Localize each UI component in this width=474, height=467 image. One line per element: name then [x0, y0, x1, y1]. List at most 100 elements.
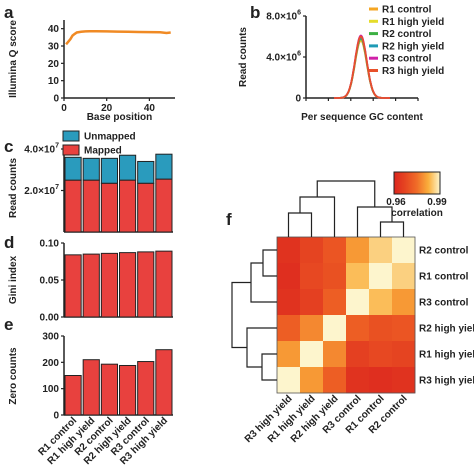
chart-f-heatmap-cell [277, 237, 301, 264]
chart-f-heatmap-cell [300, 289, 324, 316]
svg-text:a: a [4, 3, 14, 22]
chart-f-colorbar-tick-max: 0.99 [427, 197, 447, 208]
chart-b-ytick-label: 4.0×106 [266, 51, 301, 64]
chart-f-heatmap-cell [346, 341, 370, 368]
chart-f-heatmap-cell [346, 263, 370, 290]
chart-a-ytick-label: 10 [48, 76, 60, 87]
panel-label-c: c [4, 137, 13, 156]
chart-f-heatmap-cell [392, 341, 416, 368]
chart-b-xlabel: Per sequence GC content [301, 112, 423, 123]
chart-e-bar [155, 349, 173, 416]
chart-c-ytick-label: 2.0×107 [24, 184, 59, 197]
chart-f-heatmap-cell [392, 237, 416, 264]
chart-f-correlation-heatmap: R2 control R1 control R3 control R2 high yi… [231, 171, 474, 445]
chart-a-ytick-label: 20 [48, 59, 60, 70]
chart-c-bar-unmapped [82, 157, 100, 181]
chart-f-colorbar-label: correlation [391, 208, 443, 219]
chart-d-bar [64, 254, 82, 318]
chart-c-bar-unmapped [137, 160, 155, 184]
chart-f-heatmap-cell [300, 263, 324, 290]
chart-a-xtick-label: 0 [61, 103, 67, 114]
chart-a-ytick-label: 30 [48, 42, 60, 53]
svg-text:d: d [4, 233, 14, 252]
chart-c-legend-swatch-mapped [62, 144, 80, 156]
chart-e-ytick-label: 100 [42, 384, 59, 395]
panel-label-d: d [4, 233, 14, 252]
chart-b-legend-label: R1 high yield [382, 17, 444, 28]
chart-b-legend-label: R2 high yield [382, 41, 444, 52]
chart-f-heatmap-cell [277, 315, 301, 342]
chart-a-ytick-label: 40 [48, 24, 60, 35]
chart-b-legend-label: R3 high yield [382, 66, 444, 77]
panel-label-e: e [4, 315, 13, 334]
chart-f-row-label: R1 high yield [419, 350, 474, 361]
chart-b-legend-label: R1 control [382, 5, 432, 16]
chart-b-series-line [334, 35, 390, 99]
chart-f-heatmap-cell [369, 289, 393, 316]
svg-text:e: e [4, 315, 13, 334]
chart-c-bar-unmapped [64, 156, 82, 181]
chart-f-heatmap-cell [323, 237, 347, 264]
chart-f-heatmap-cell [369, 341, 393, 368]
chart-f-heatmap-cell [346, 315, 370, 342]
chart-f-row-label: R3 control [419, 298, 469, 309]
chart-d-bar [119, 252, 137, 318]
svg-text:c: c [4, 137, 13, 156]
chart-f-heatmap-cell [300, 237, 324, 264]
chart-a-ylabel: Illumina Q score [8, 20, 19, 98]
chart-f-heatmap-cell [346, 367, 370, 394]
chart-f-colorbar [393, 171, 441, 195]
chart-f-heatmap-cell [277, 263, 301, 290]
chart-c-ylabel: Read counts [8, 158, 19, 218]
chart-c-legend-swatch-unmapped [62, 130, 80, 142]
chart-c-bar-mapped [119, 179, 137, 233]
chart-b-legend-label: R3 control [382, 54, 432, 65]
chart-c-bar-mapped [100, 182, 119, 233]
chart-e-bar [137, 361, 155, 416]
chart-f-heatmap-cell [392, 315, 416, 342]
chart-a-xtick-label: 20 [101, 103, 113, 114]
chart-f-heatmap-cell [369, 367, 393, 394]
chart-c-bar-mapped [137, 182, 155, 233]
chart-d-ytick-label: 0.05 [40, 276, 60, 287]
chart-e-ytick-label: 300 [42, 332, 59, 343]
chart-f-heatmap-cell [323, 263, 347, 290]
chart-f-heatmap-cell [300, 315, 324, 342]
svg-text:b: b [250, 3, 260, 22]
chart-b-legend-label: R2 control [382, 29, 432, 40]
chart-f-heatmap-cell [392, 289, 416, 316]
chart-e-bar [82, 359, 100, 416]
panel-label-f: f [226, 210, 232, 229]
chart-d-bar [82, 253, 100, 318]
chart-f-row-label: R2 control [419, 246, 469, 257]
chart-c-bar-unmapped [155, 153, 173, 180]
chart-c-bar-mapped [155, 178, 173, 233]
panel-label-b: b [250, 3, 260, 22]
chart-a-quality-line [65, 30, 171, 46]
chart-c-bar-mapped [64, 179, 82, 233]
chart-f-row-label: R2 high yield [419, 324, 474, 335]
chart-d-gini-index: 0.00 0.05 0.10 Gini index [8, 239, 173, 324]
chart-a-xtick-label: 40 [144, 103, 156, 114]
panel-label-a: a [4, 3, 14, 22]
chart-f-heatmap-cell [392, 367, 416, 394]
chart-b-ylabel: Read counts [238, 27, 249, 87]
chart-a-xlabel: Base position [87, 112, 153, 123]
chart-c-ytick-label: 4.0×107 [24, 143, 59, 156]
chart-f-heatmap-cell [323, 367, 347, 394]
chart-e-bar [100, 363, 119, 416]
chart-f-heatmap-border [276, 236, 416, 394]
chart-f-heatmap-cell [346, 289, 370, 316]
chart-f-heatmap-cell [300, 367, 324, 394]
chart-d-bar [155, 250, 173, 318]
chart-f-heatmap-cell [277, 367, 301, 394]
chart-f-heatmap-cell [369, 263, 393, 290]
chart-f-heatmap-cell [392, 263, 416, 290]
svg-text:f: f [226, 210, 232, 229]
chart-d-ylabel: Gini index [8, 255, 19, 304]
chart-f-row-label: R3 high yield [419, 376, 474, 387]
chart-f-heatmap-cell [300, 341, 324, 368]
